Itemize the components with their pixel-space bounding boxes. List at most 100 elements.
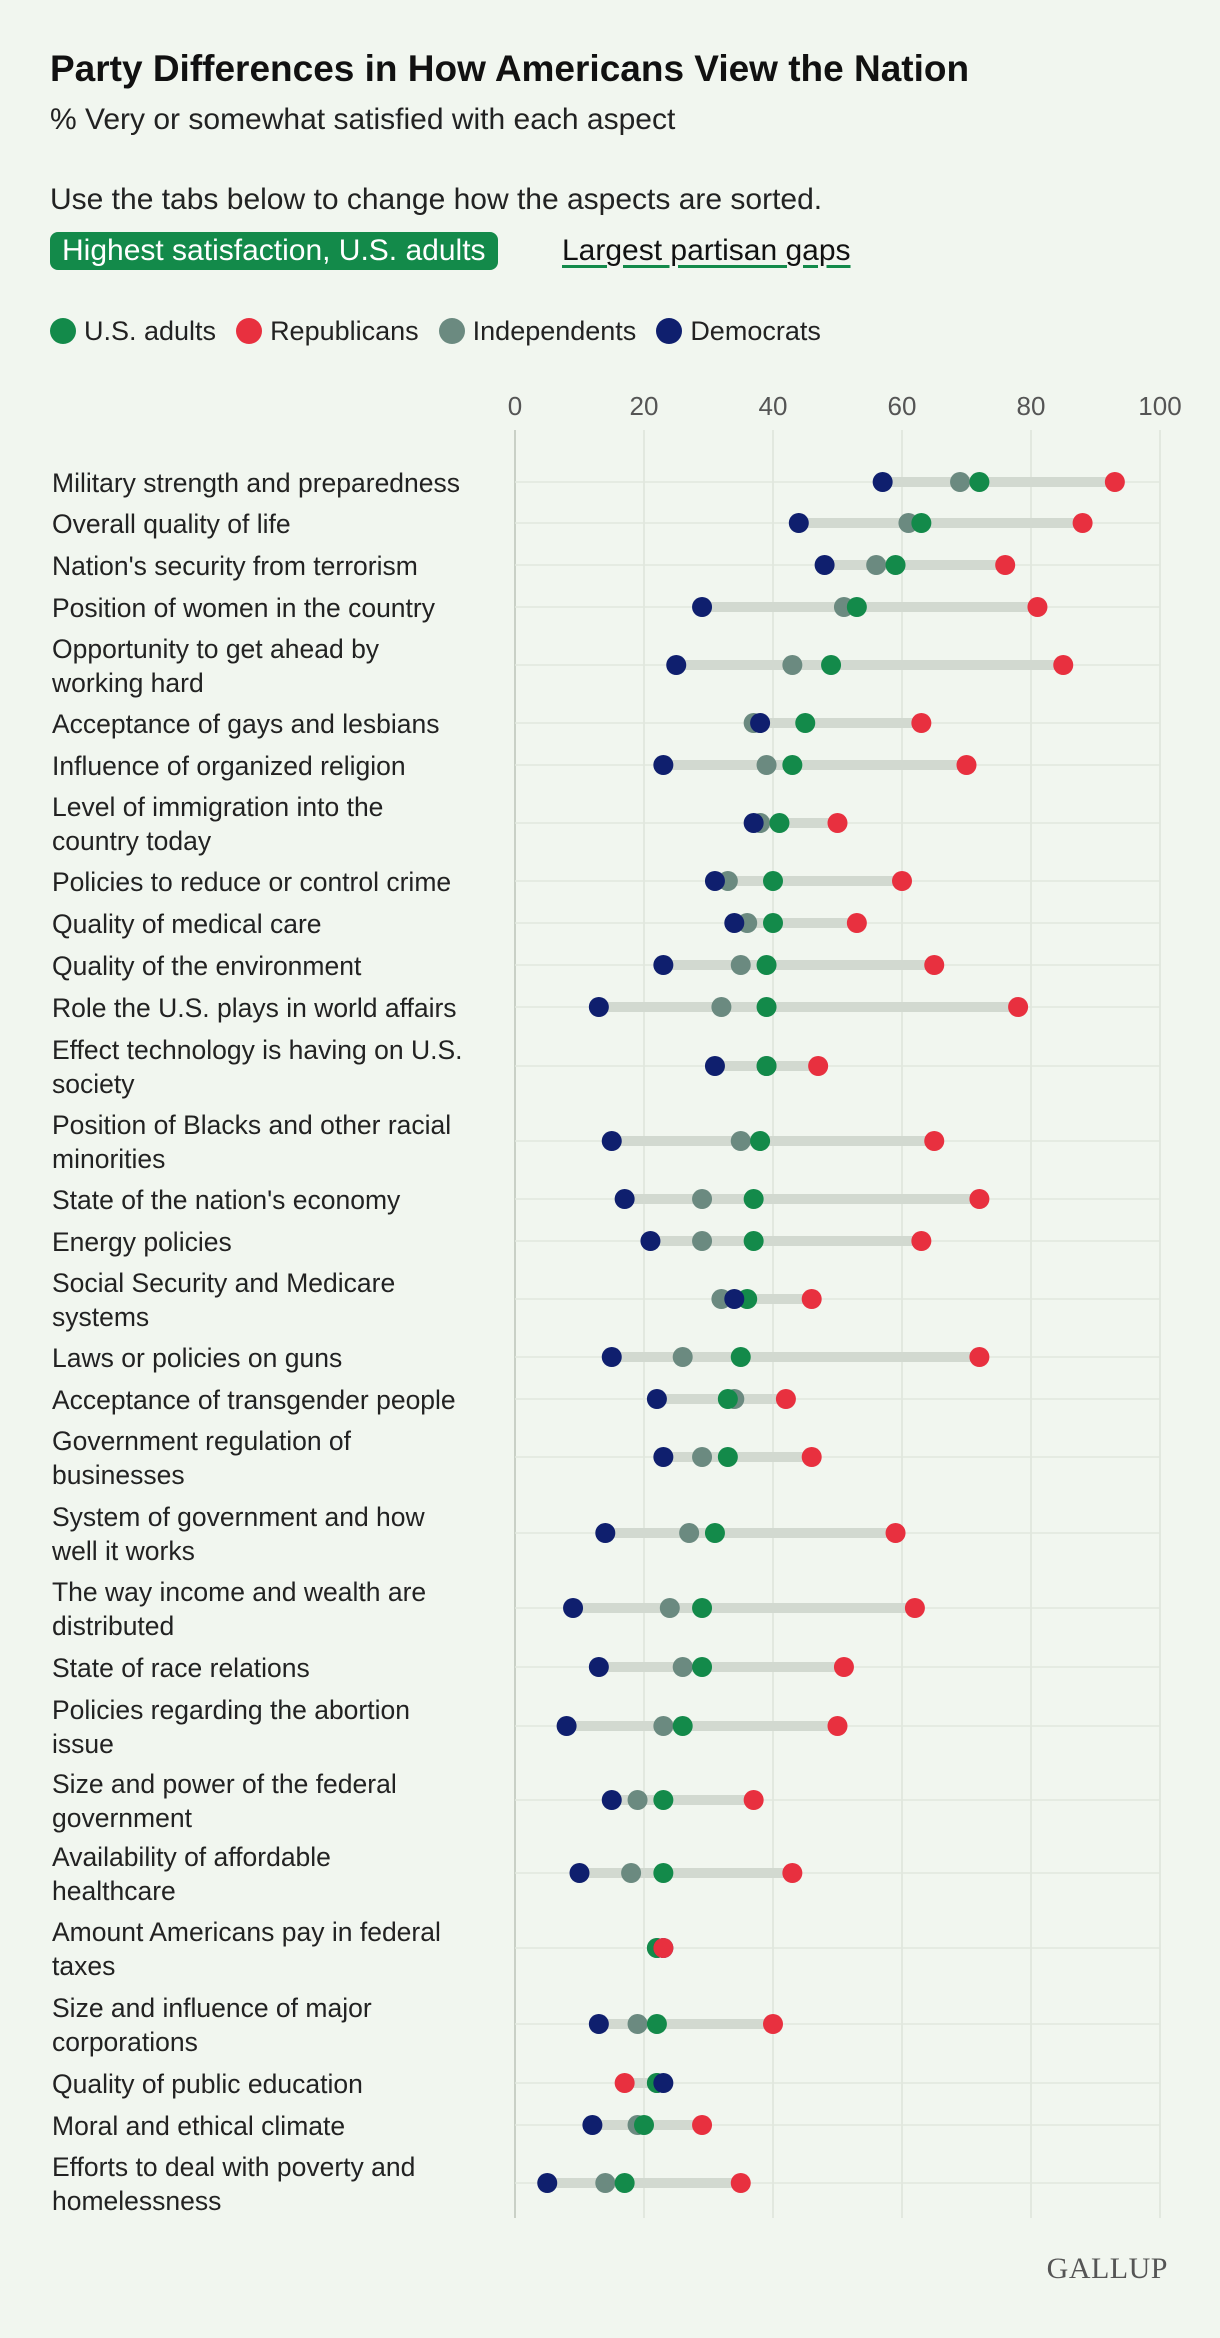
dot-democrats <box>750 713 771 733</box>
tab-highest-satisfaction[interactable]: Highest satisfaction, U.S. adults <box>50 232 498 270</box>
dot-republicans <box>924 1131 945 1151</box>
dot-democrats <box>692 597 713 617</box>
dot-us-adults <box>743 1231 764 1251</box>
dot-independents <box>756 755 777 775</box>
dot-independents <box>672 1657 693 1677</box>
dot-republicans <box>808 1056 829 1076</box>
row-label: Quality of medical care <box>52 909 322 939</box>
dot-democrats <box>814 555 835 575</box>
dot-us-adults <box>717 1389 738 1409</box>
row-label: System of government and how <box>52 1502 426 1532</box>
row-label: Social Security and Medicare <box>52 1268 395 1298</box>
legend-dot-democrats <box>656 318 683 344</box>
dot-us-adults <box>730 1347 751 1367</box>
row-label: businesses <box>52 1460 185 1490</box>
legend-item-independents: Independents <box>438 315 637 347</box>
legend-label-democrats: Democrats <box>690 315 821 346</box>
row-label: State of race relations <box>52 1653 310 1683</box>
dot-us-adults <box>672 1716 693 1736</box>
dot-us-adults <box>795 713 816 733</box>
row-label: Availability of affordable <box>52 1842 331 1872</box>
dot-us-adults <box>646 2014 667 2034</box>
tab-largest-partisan-gaps[interactable]: Largest partisan gaps <box>562 234 851 267</box>
row-label: Amount Americans pay in federal <box>52 1917 441 1947</box>
legend-label-independents: Independents <box>472 315 637 346</box>
row-label: Effect technology is having on U.S. <box>52 1035 463 1065</box>
dot-us-adults <box>782 755 803 775</box>
dot-democrats <box>537 2173 558 2193</box>
row-label: Policies regarding the abortion <box>52 1695 410 1725</box>
legend-dot-independents <box>438 318 465 344</box>
row-label: distributed <box>52 1611 174 1641</box>
legend-label-us-adults: U.S. adults <box>84 315 217 346</box>
dot-republicans <box>1027 597 1048 617</box>
dot-republicans <box>801 1447 822 1467</box>
row-label: Acceptance of transgender people <box>52 1385 456 1415</box>
dot-independents <box>692 1189 713 1209</box>
x-tick-label-80: 80 <box>1017 391 1046 421</box>
row-label: working hard <box>51 668 204 698</box>
dot-independents <box>692 1447 713 1467</box>
dot-independents <box>653 1716 674 1736</box>
dot-independents <box>627 1790 648 1810</box>
row-label: Moral and ethical climate <box>52 2111 345 2141</box>
dot-democrats <box>601 1131 622 1151</box>
row-label: healthcare <box>52 1876 176 1906</box>
dot-us-adults <box>969 472 990 492</box>
row-label: Opportunity to get ahead by <box>52 634 380 664</box>
row-label: minorities <box>52 1144 165 1174</box>
dot-independents <box>730 955 751 975</box>
row-label: taxes <box>52 1951 115 1981</box>
dot-republicans <box>1104 472 1125 492</box>
dot-democrats <box>724 1289 745 1309</box>
dot-us-adults <box>763 913 783 933</box>
row-label: Size and power of the federal <box>52 1769 397 1799</box>
dot-republicans <box>782 1863 803 1883</box>
dot-republicans <box>956 755 977 775</box>
dot-democrats <box>614 1189 635 1209</box>
dot-us-adults <box>692 1657 713 1677</box>
dot-us-adults <box>634 2115 654 2135</box>
row-label: issue <box>52 1729 114 1759</box>
dot-independents <box>627 2014 648 2034</box>
dot-us-adults <box>846 597 867 617</box>
dot-us-adults <box>614 2173 635 2193</box>
dot-us-adults <box>763 871 783 891</box>
row-label: Size and influence of major <box>52 1993 372 2023</box>
dot-democrats <box>601 1790 622 1810</box>
dot-republicans <box>969 1189 990 1209</box>
row-label: systems <box>52 1302 149 1332</box>
sort-instructions: Use the tabs below to change how the asp… <box>50 183 823 216</box>
dot-republicans <box>1072 513 1093 533</box>
dot-republicans <box>904 1598 925 1618</box>
row-label: Position of Blacks and other racial <box>52 1110 451 1140</box>
dot-independents <box>672 1347 693 1367</box>
dot-democrats <box>588 1657 609 1677</box>
dot-us-adults <box>692 1598 713 1618</box>
row-label: country today <box>52 826 212 856</box>
dot-republicans <box>1008 997 1029 1017</box>
x-tick-label-60: 60 <box>888 391 917 421</box>
dot-republicans <box>1053 655 1074 675</box>
row-label: Role the U.S. plays in world affairs <box>52 993 457 1023</box>
legend: U.S. adults Republicans Independents Dem… <box>50 314 841 348</box>
legend-label-republicans: Republicans <box>270 315 419 346</box>
dot-republicans <box>763 2014 783 2034</box>
dot-us-adults <box>821 655 842 675</box>
dot-republicans <box>614 2073 635 2093</box>
dot-independents <box>866 555 887 575</box>
dot-us-adults <box>911 513 932 533</box>
dot-us-adults <box>769 813 790 833</box>
dot-republicans <box>653 1938 674 1958</box>
row-label: Influence of organized religion <box>52 751 406 781</box>
row-label: Laws or policies on guns <box>52 1343 342 1373</box>
row-label: corporations <box>52 2027 198 2057</box>
dot-us-adults <box>756 1056 777 1076</box>
dot-democrats <box>704 1056 725 1076</box>
row-label: society <box>52 1069 135 1099</box>
x-tick-label-40: 40 <box>759 391 788 421</box>
dot-independents <box>950 472 971 492</box>
dot-democrats <box>588 2014 609 2034</box>
dot-democrats <box>582 2115 603 2135</box>
x-tick-label-100: 100 <box>1138 391 1181 421</box>
